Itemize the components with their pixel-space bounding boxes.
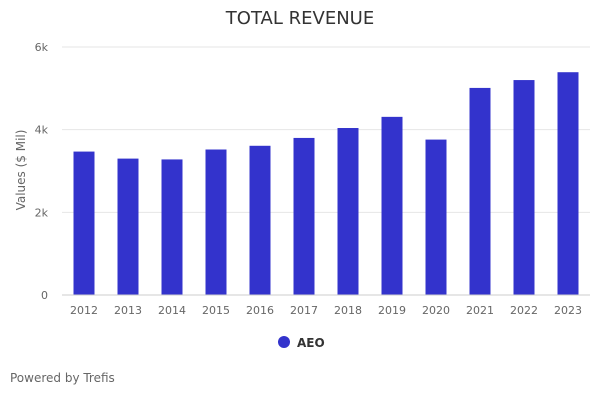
bar-2023[interactable]: [557, 72, 579, 295]
bar-2018[interactable]: [337, 128, 359, 295]
bars: [73, 72, 579, 295]
x-tick-label: 2020: [422, 304, 450, 317]
bar-2022[interactable]: [513, 80, 535, 295]
legend[interactable]: AEO: [278, 336, 325, 350]
y-tick-label: 2k: [35, 206, 49, 219]
x-tick-labels: 2012 2013 2014 2015 2016 2017 2018 2019 2020 2021…: [70, 304, 582, 317]
bar-2014[interactable]: [161, 159, 183, 295]
bar-2012[interactable]: [73, 151, 95, 295]
legend-label-aeo[interactable]: AEO: [297, 336, 325, 350]
x-tick-label: 2016: [246, 304, 274, 317]
y-tick-labels: 0 2k 4k 6k: [35, 41, 49, 302]
chart-title: TOTAL REVENUE: [225, 8, 374, 29]
bar-2021[interactable]: [469, 87, 491, 295]
bar-2017[interactable]: [293, 137, 315, 295]
y-tick-label: 4k: [35, 124, 49, 137]
x-tick-label: 2017: [290, 304, 318, 317]
x-tick-label: 2014: [158, 304, 186, 317]
x-tick-label: 2023: [554, 304, 582, 317]
x-tick-label: 2021: [466, 304, 494, 317]
y-tick-label: 6k: [35, 41, 49, 54]
bar-2013[interactable]: [117, 158, 139, 295]
y-axis-label: Values ($ Mil): [14, 130, 28, 211]
grid-lines: [62, 46, 590, 213]
legend-marker[interactable]: [278, 336, 290, 348]
x-tick-label: 2015: [202, 304, 230, 317]
x-tick-label: 2012: [70, 304, 98, 317]
y-tick-label: 0: [41, 289, 48, 302]
bar-2015[interactable]: [205, 149, 227, 295]
bar-2020[interactable]: [425, 139, 447, 295]
x-tick-label: 2022: [510, 304, 538, 317]
x-tick-label: 2018: [334, 304, 362, 317]
bar-2019[interactable]: [381, 116, 403, 295]
x-tick-label: 2019: [378, 304, 406, 317]
x-tick-label: 2013: [114, 304, 142, 317]
powered-by-credit[interactable]: Powered by Trefis: [10, 371, 115, 385]
bar-2016[interactable]: [249, 145, 271, 295]
